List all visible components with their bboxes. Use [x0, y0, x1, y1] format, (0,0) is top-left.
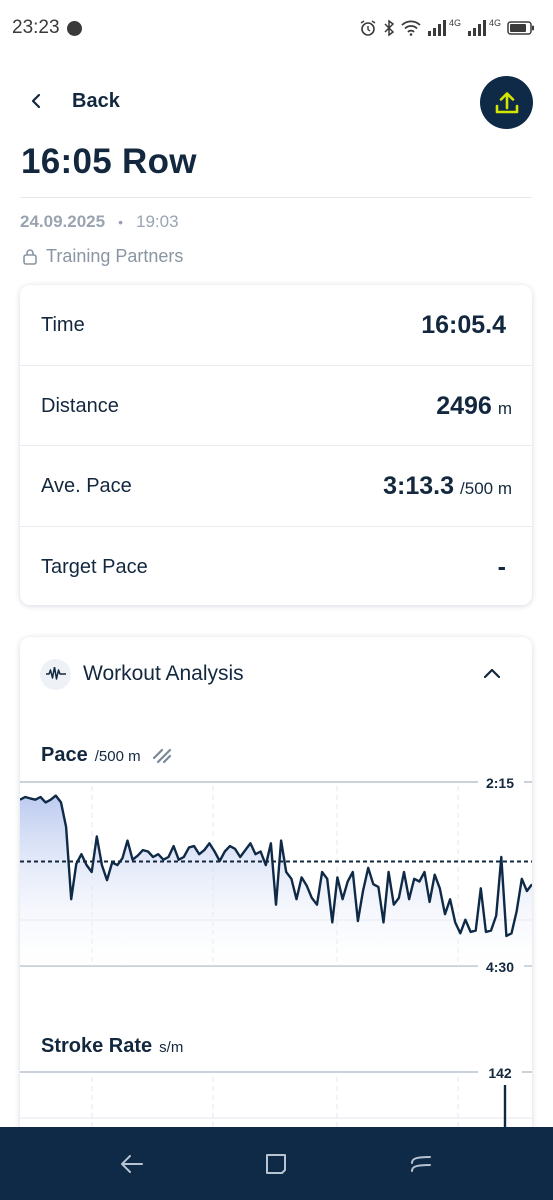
- network-type-1: 4G: [448, 18, 461, 28]
- signal-1-icon: [427, 20, 446, 36]
- stat-unit: /500 m: [460, 478, 512, 498]
- stat-value: -: [498, 553, 506, 582]
- battery-icon: [507, 21, 534, 35]
- pace-y-bottom-label: 4:30: [486, 959, 514, 974]
- split-lines-icon[interactable]: [152, 746, 174, 766]
- stat-label: Distance: [41, 394, 119, 417]
- stat-row-distance: Distance 2496 m: [20, 366, 532, 446]
- stat-divider: [20, 526, 532, 527]
- stroke-y-top-label: 142: [488, 1065, 512, 1081]
- pace-line: [20, 794, 532, 938]
- pace-unit: /500 m: [94, 748, 141, 765]
- stat-row-time: Time 16:05.4: [20, 285, 532, 365]
- workout-meta: 24.09.2025 • 19:03: [20, 212, 179, 232]
- status-time: 23:23: [12, 17, 60, 38]
- stroke-chart-title: Stroke Rate s/m: [41, 1035, 183, 1058]
- nav-back-button[interactable]: [112, 1144, 152, 1184]
- analysis-title: Workout Analysis: [83, 662, 244, 685]
- status-icons: 4G 4G: [359, 18, 535, 37]
- stat-label: Ave. Pace: [41, 474, 132, 497]
- stat-value: 2496 m: [436, 392, 512, 421]
- stat-value: 16:05.4: [421, 311, 506, 340]
- collapse-button[interactable]: [480, 661, 504, 685]
- chevron-up-icon: [483, 668, 501, 679]
- workout-analysis-card: Workout Analysis Pace /500 m 2:15 4:30 S…: [20, 637, 532, 1200]
- stat-number: 3:13.3: [383, 471, 455, 500]
- stat-label: Time: [41, 313, 85, 336]
- network-type-2: 4G: [488, 18, 501, 28]
- status-bar: 23:23 4G 4G: [0, 0, 553, 56]
- upload-icon: [495, 91, 518, 113]
- recents-icon: [410, 1155, 431, 1172]
- stroke-title: Stroke Rate: [41, 1035, 153, 1057]
- square-icon: [266, 1153, 287, 1174]
- back-label: Back: [72, 89, 120, 112]
- pace-top-label-bg: [478, 774, 524, 792]
- pace-y-top-label: 2:15: [486, 775, 514, 791]
- wifi-icon: [401, 20, 421, 36]
- bluetooth-icon: [384, 19, 395, 37]
- stats-card: Time 16:05.4 Distance 2496 m Ave. Pace 3:…: [20, 285, 532, 605]
- stroke-unit: s/m: [159, 1039, 184, 1056]
- status-time-group: 23:23: [12, 17, 82, 39]
- privacy-setting[interactable]: Training Partners: [22, 246, 183, 267]
- stat-value: 3:13.3/500 m: [383, 472, 512, 501]
- waveform-icon: [40, 658, 71, 690]
- nav-recents-button[interactable]: [401, 1144, 441, 1184]
- notification-dot-icon: [66, 20, 82, 36]
- back-button[interactable]: Back: [22, 86, 120, 116]
- stat-number: -: [497, 552, 506, 581]
- page-title: 16:05 Row: [21, 142, 197, 181]
- workout-time: 19:03: [136, 212, 179, 231]
- pace-area: [20, 795, 532, 966]
- stat-number: 2496: [436, 391, 492, 420]
- nav-home-button[interactable]: [256, 1144, 296, 1184]
- system-nav-bar: [0, 1127, 553, 1200]
- header: Back: [0, 74, 553, 130]
- chevron-left-icon: [22, 86, 50, 116]
- pace-bottom-label-bg: [478, 958, 524, 974]
- stat-row-ave-pace: Ave. Pace 3:13.3/500 m: [20, 446, 532, 526]
- arrow-left-icon: [121, 1154, 144, 1173]
- privacy-label: Training Partners: [46, 246, 184, 266]
- meta-separator: •: [118, 214, 123, 230]
- workout-date: 24.09.2025: [20, 212, 106, 231]
- pace-chart: 2:15 4:30: [20, 774, 532, 974]
- stroke-top-label-bg: [478, 1063, 522, 1081]
- analysis-header[interactable]: Workout Analysis: [40, 657, 244, 691]
- share-button[interactable]: [480, 76, 533, 129]
- stroke-rate-chart: 142: [20, 1063, 532, 1133]
- stat-row-target-pace: Target Pace -: [20, 527, 532, 607]
- pace-chart-title: Pace /500 m: [41, 744, 174, 767]
- stat-number: 16:05.4: [421, 310, 506, 339]
- signal-2-icon: [467, 20, 486, 36]
- alarm-icon: [360, 20, 376, 36]
- stat-unit: m: [497, 398, 512, 418]
- title-divider: [20, 197, 532, 198]
- stat-label: Target Pace: [41, 555, 148, 578]
- pace-title: Pace: [41, 744, 88, 766]
- stat-divider: [20, 365, 532, 366]
- stat-divider: [20, 445, 532, 446]
- lock-icon: [23, 249, 37, 265]
